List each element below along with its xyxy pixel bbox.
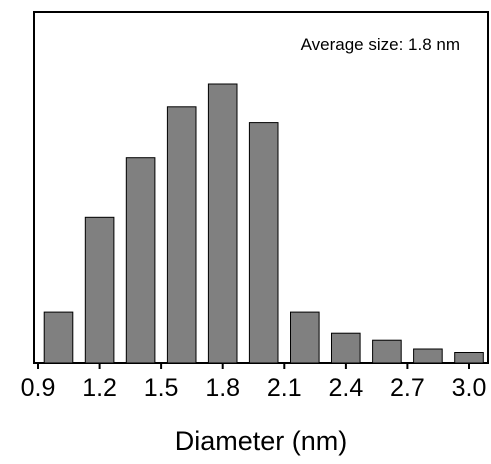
histogram-bar <box>125 157 156 364</box>
x-tick-label: 2.4 <box>329 374 364 402</box>
x-tick-label: 2.1 <box>267 374 302 402</box>
histogram-bar <box>372 339 402 364</box>
histogram-bar <box>166 106 197 364</box>
histogram-bar <box>454 352 484 364</box>
average-size-annotation: Average size: 1.8 nm <box>301 35 460 54</box>
histogram-bar <box>413 348 443 364</box>
x-tick-label: 1.2 <box>82 374 117 402</box>
x-tick-label: 1.8 <box>205 374 240 402</box>
histogram-bar <box>331 332 361 364</box>
x-tick-label: 2.7 <box>390 374 425 402</box>
histogram-bar <box>207 83 238 364</box>
histogram-bar <box>290 311 320 364</box>
histogram-bar <box>248 122 279 364</box>
x-axis-label: Diameter (nm) <box>175 426 348 456</box>
x-ticks-group: 0.9 1.2 1.5 1.8 2.1 2.4 2.7 3.0 <box>21 363 487 402</box>
histogram-bar <box>84 216 115 364</box>
histogram-bar <box>43 311 74 364</box>
bars-group <box>43 83 484 364</box>
x-tick-label: 1.5 <box>144 374 179 402</box>
x-tick-label: 3.0 <box>452 374 487 402</box>
x-tick-label: 0.9 <box>21 374 56 402</box>
